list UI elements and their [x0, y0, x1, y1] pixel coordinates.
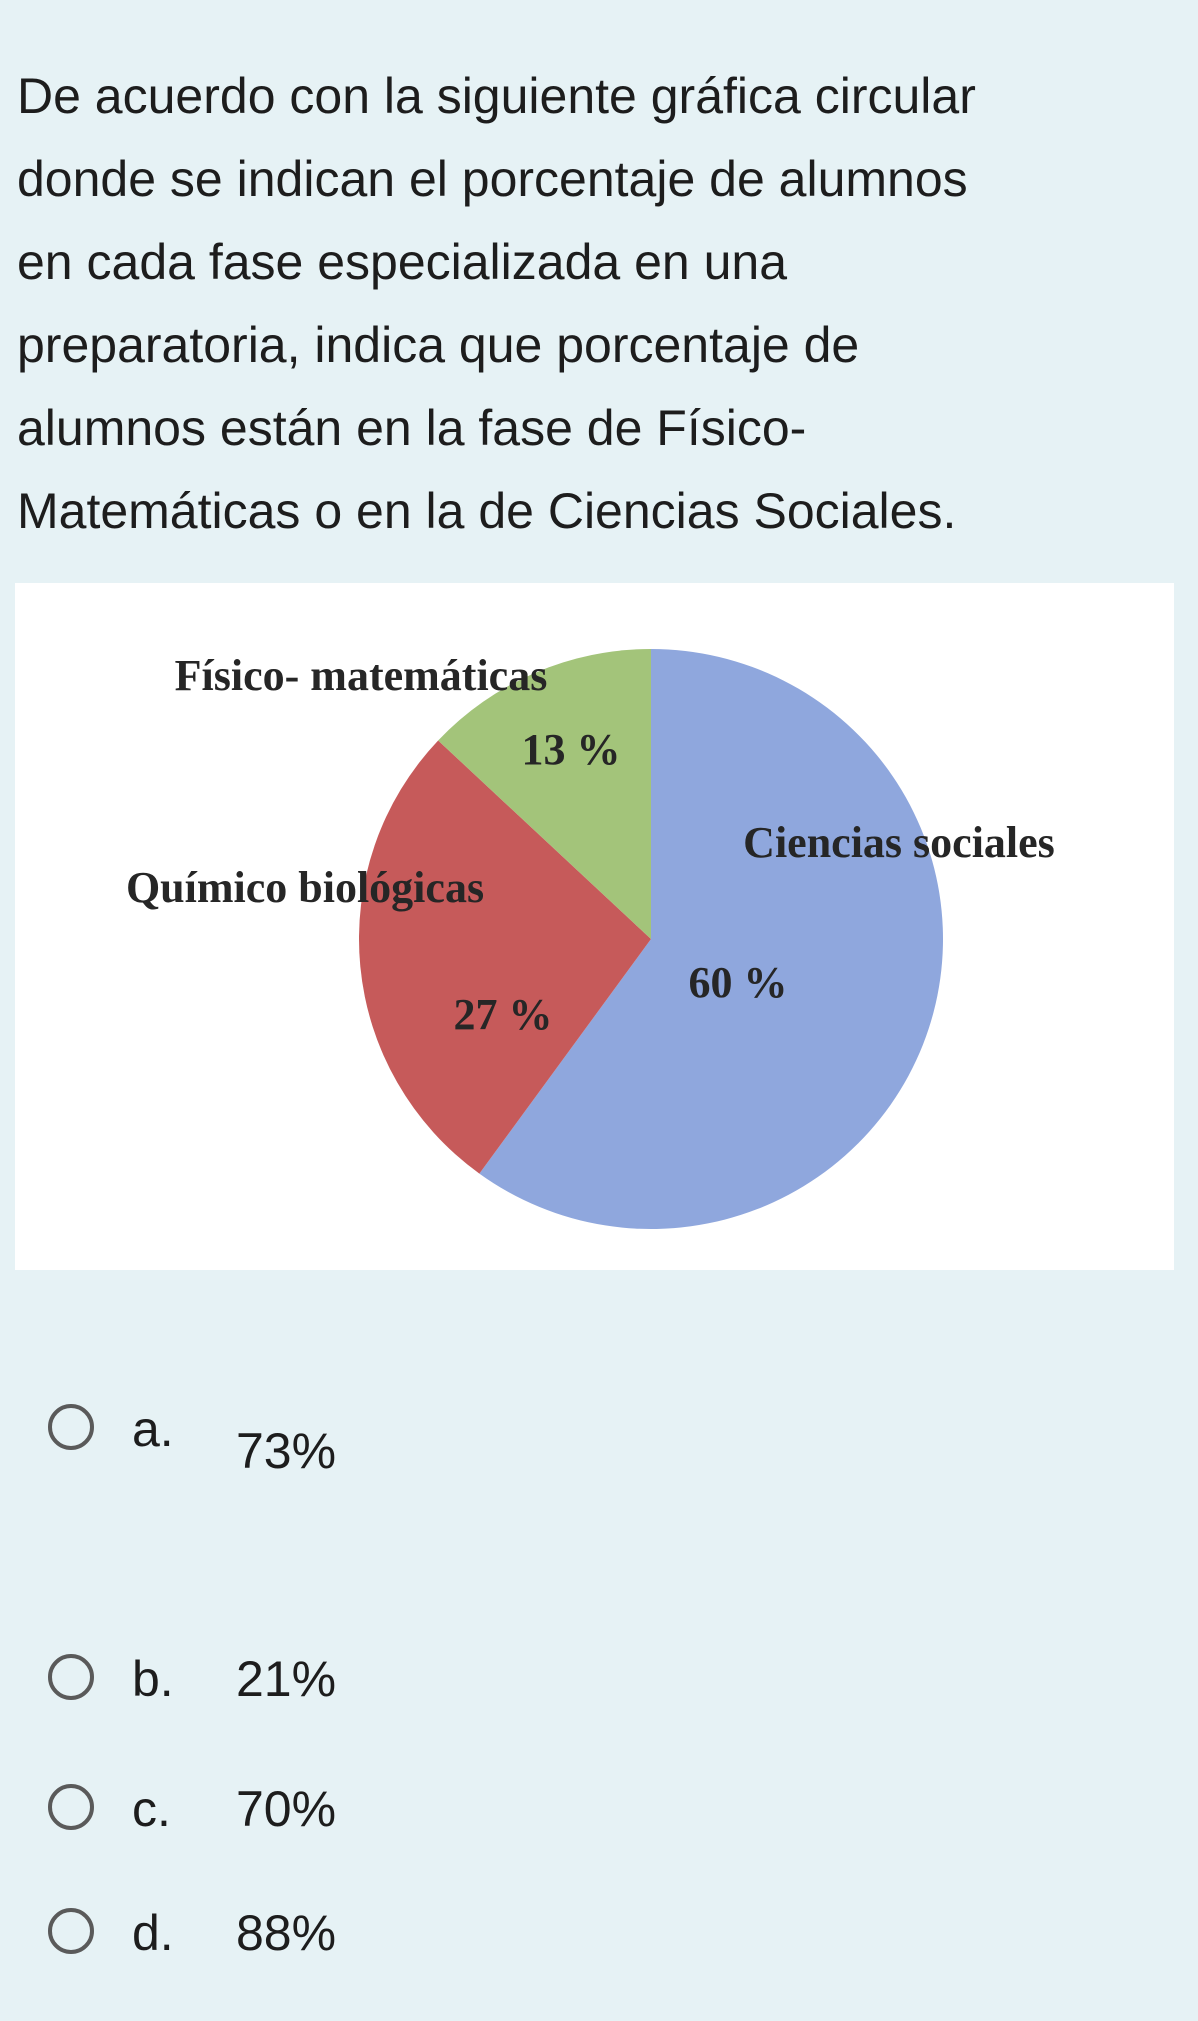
option-letter: c. — [132, 1781, 171, 1837]
question-line: alumnos están en la fase de Físico- — [17, 400, 807, 456]
slice-label: Físico- matemáticas — [175, 651, 548, 700]
option-text: 73% — [236, 1423, 337, 1479]
option-letter: a. — [132, 1401, 174, 1457]
question-line: donde se indican el porcentaje de alumno… — [17, 151, 968, 207]
pie-slice — [479, 649, 943, 1229]
chart: Ciencias sociales 60 % Químico biológicas 2… — [15, 583, 1174, 1270]
question-line: Matemáticas o en la de Ciencias Sociales… — [17, 483, 957, 539]
option-text: 21% — [236, 1651, 337, 1707]
option[interactable]: b. 21% — [48, 1650, 648, 1710]
option[interactable]: d. 88% — [48, 1904, 648, 1964]
slice-value-label: 60 % — [689, 958, 788, 1007]
radio-button[interactable] — [48, 1908, 94, 1954]
option-text: 88% — [236, 1905, 337, 1961]
pie-slice — [438, 649, 651, 939]
question-line: De acuerdo con la siguiente gráfica circ… — [17, 68, 976, 124]
option-letter: d. — [132, 1905, 174, 1961]
question-line: preparatoria, indica que porcentaje de — [17, 317, 860, 373]
option-letter: b. — [132, 1651, 174, 1707]
option[interactable]: c. 70% — [48, 1780, 648, 1840]
radio-button[interactable] — [48, 1654, 94, 1700]
option[interactable]: a. 73% — [48, 1400, 648, 1479]
question-line: en cada fase especializada en una — [17, 234, 788, 290]
radio-button[interactable] — [48, 1404, 94, 1450]
option-text: 70% — [236, 1781, 337, 1837]
question: De acuerdo con la siguiente gráfica circ… — [17, 55, 976, 553]
slice-value-label: 13 % — [522, 725, 621, 774]
slice-label: Ciencias sociales — [743, 818, 1055, 867]
pie-slice — [359, 740, 651, 1174]
radio-button[interactable] — [48, 1784, 94, 1830]
slice-label: Químico biológicas — [126, 863, 484, 912]
slice-value-label: 27 % — [454, 990, 553, 1039]
